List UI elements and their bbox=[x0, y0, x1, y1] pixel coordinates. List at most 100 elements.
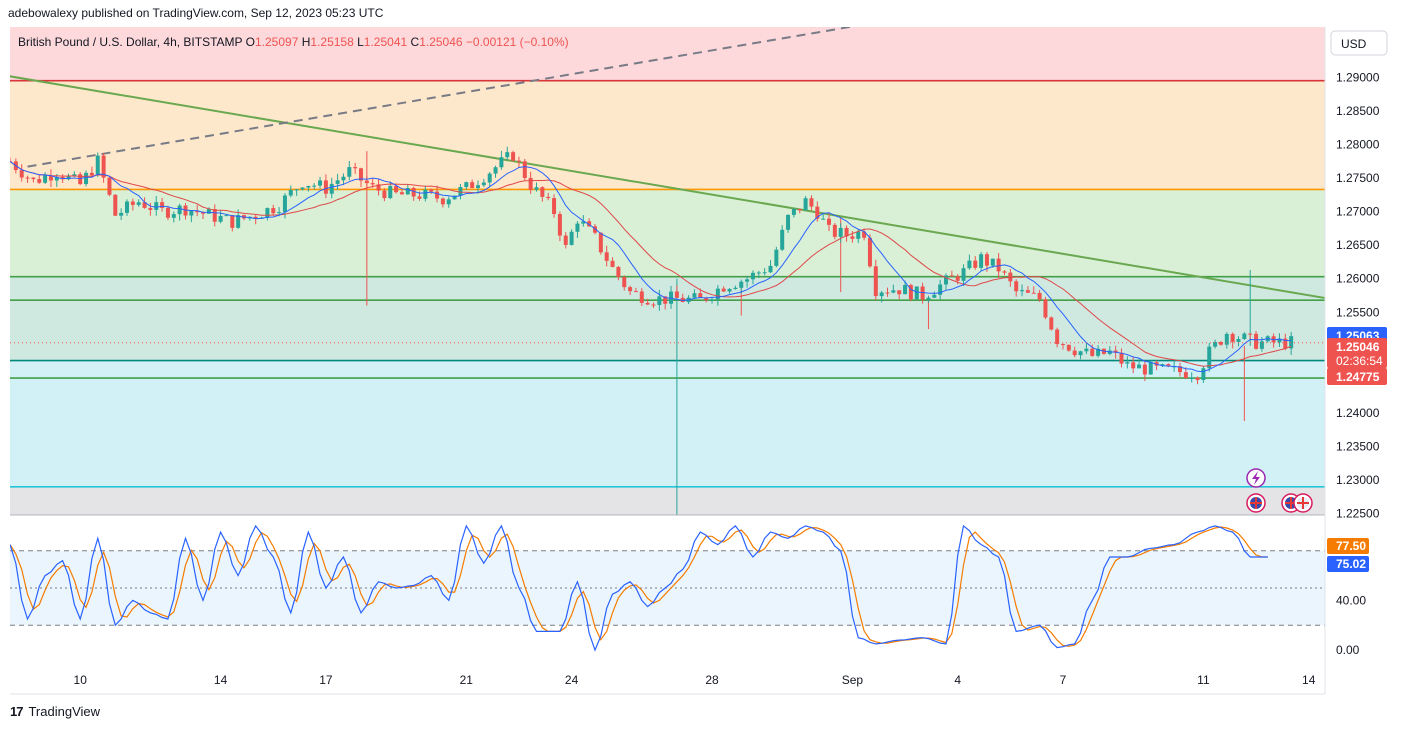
candle-body bbox=[996, 258, 1001, 272]
candle bbox=[1078, 350, 1083, 360]
event-markers[interactable] bbox=[1246, 468, 1313, 513]
candle bbox=[107, 176, 112, 197]
candle-body bbox=[125, 201, 129, 213]
time-tick-label: 21 bbox=[460, 673, 474, 687]
candle bbox=[1236, 336, 1241, 347]
candle-body bbox=[1119, 352, 1124, 364]
candle bbox=[1207, 342, 1212, 372]
candle bbox=[1189, 372, 1194, 383]
candle-body bbox=[1137, 364, 1142, 369]
lightning-icon bbox=[1246, 468, 1266, 488]
legend-low: 1.25041 bbox=[364, 35, 411, 49]
candle-body bbox=[721, 288, 726, 292]
candle-body bbox=[867, 237, 872, 267]
stoch-k-line bbox=[10, 524, 1268, 652]
stochastic-series bbox=[10, 524, 1268, 652]
candle-body bbox=[1218, 341, 1223, 345]
candle bbox=[569, 229, 574, 246]
lightning-icon-glyph bbox=[1252, 471, 1260, 485]
candle bbox=[1002, 269, 1007, 275]
candle-body bbox=[516, 160, 521, 162]
symbol-legend: British Pound / U.S. Dollar, 4h, BITSTAM… bbox=[18, 35, 569, 49]
candle bbox=[733, 285, 738, 290]
zone-4 bbox=[10, 360, 1325, 487]
candle bbox=[879, 290, 884, 303]
candle-body bbox=[1201, 368, 1206, 381]
candle-body bbox=[171, 214, 176, 218]
candle-body bbox=[470, 182, 475, 188]
time-axis[interactable]: 10 14 17 21 24 28 Sep 4 7 11 14 bbox=[74, 673, 1316, 687]
candlestick-series bbox=[10, 146, 1294, 385]
candle-body bbox=[1037, 292, 1042, 300]
candle bbox=[739, 279, 744, 294]
candle bbox=[563, 232, 568, 249]
candle-body bbox=[165, 207, 170, 218]
candle bbox=[815, 201, 820, 222]
candle bbox=[1142, 360, 1147, 382]
candle-body bbox=[990, 258, 995, 266]
trendline-0 bbox=[10, 75, 1325, 299]
candle bbox=[1119, 348, 1124, 368]
publisher-line: adebowalexy published on TradingView.com… bbox=[8, 6, 384, 20]
candle bbox=[575, 221, 580, 238]
candle bbox=[499, 150, 504, 170]
candle bbox=[1283, 333, 1288, 351]
candle-body bbox=[1008, 272, 1013, 282]
candle-body bbox=[598, 232, 603, 253]
oscillator-value-box bbox=[1327, 538, 1369, 554]
candle-body bbox=[891, 290, 896, 293]
candle-body bbox=[1189, 377, 1194, 379]
time-tick-label: 7 bbox=[1060, 673, 1067, 687]
candle-body bbox=[639, 291, 644, 303]
price-label-box bbox=[1327, 368, 1387, 385]
candle-body bbox=[528, 177, 533, 190]
candle-body bbox=[78, 174, 83, 185]
candle-body bbox=[382, 190, 387, 199]
candle bbox=[674, 285, 679, 298]
candle-body bbox=[844, 227, 849, 237]
candle-body bbox=[300, 187, 305, 190]
candle bbox=[423, 185, 428, 202]
price-axis[interactable]: 1.29000 1.28500 1.28000 1.27500 1.27000 1.265… bbox=[1336, 70, 1380, 520]
candle bbox=[932, 291, 937, 298]
candle-body bbox=[487, 173, 492, 183]
candle-body bbox=[142, 202, 147, 208]
candle bbox=[797, 208, 802, 214]
candle bbox=[1131, 356, 1136, 374]
candle bbox=[651, 302, 656, 308]
candle-body bbox=[206, 209, 211, 214]
candle bbox=[142, 197, 147, 209]
oscillator-tick-label: 40.00 bbox=[1336, 593, 1366, 607]
candle-body bbox=[499, 157, 504, 168]
candle bbox=[399, 190, 404, 195]
trendline-1 bbox=[27, 27, 856, 168]
moving-averages bbox=[10, 160, 1292, 373]
candle-body bbox=[1055, 329, 1060, 345]
candle bbox=[429, 188, 434, 194]
oscillator-axis[interactable]: 40.00 0.00 bbox=[1336, 593, 1366, 657]
candle bbox=[979, 251, 984, 271]
time-tick-label: 24 bbox=[565, 673, 579, 687]
candle bbox=[154, 195, 159, 216]
candle-body bbox=[710, 299, 714, 301]
candle-body bbox=[692, 293, 697, 298]
candle-body bbox=[476, 185, 480, 188]
candle bbox=[1213, 339, 1218, 349]
candle bbox=[306, 185, 311, 192]
candle-body bbox=[1049, 317, 1054, 330]
candle-body bbox=[446, 199, 451, 205]
candle-body bbox=[745, 279, 750, 282]
candle-body bbox=[265, 208, 270, 218]
candle-body bbox=[60, 176, 65, 180]
currency-button[interactable]: USD bbox=[1330, 30, 1388, 56]
candle bbox=[335, 173, 340, 190]
price-label-box bbox=[1327, 338, 1387, 368]
candle bbox=[774, 246, 779, 268]
candle bbox=[1218, 341, 1223, 346]
candle-body bbox=[107, 177, 112, 195]
candle-body bbox=[926, 297, 931, 300]
candle-body bbox=[25, 177, 30, 179]
candle bbox=[745, 275, 750, 288]
candle-body bbox=[873, 266, 878, 297]
